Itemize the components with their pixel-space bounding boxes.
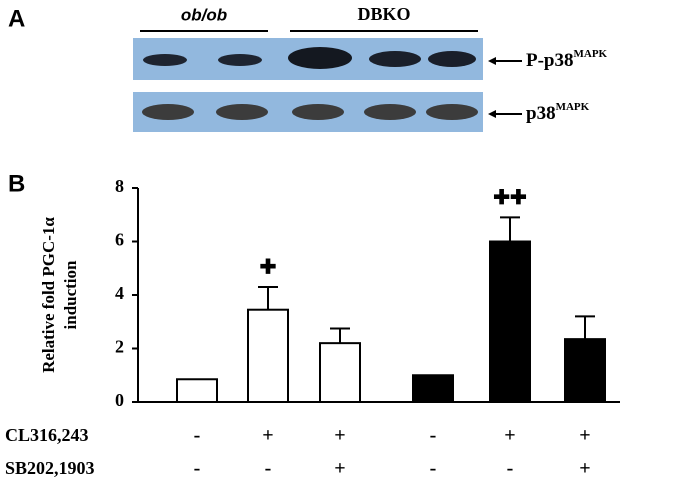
panel-label: B	[8, 170, 25, 197]
band-label: P-p38MAPK	[526, 48, 608, 72]
treatment-sign: +	[334, 458, 345, 480]
band-name: P-p38	[526, 50, 574, 71]
treatment-sign: -	[194, 458, 201, 480]
treatment-sign: +	[579, 425, 590, 447]
y-tick-label: 6	[115, 230, 124, 250]
treatment-sign: -	[430, 458, 437, 480]
band-sup: MAPK	[556, 101, 590, 113]
treatment-sign: -	[194, 425, 201, 447]
treatment-sign: +	[262, 425, 273, 447]
bar	[176, 378, 218, 404]
group-label: ob/ob	[181, 5, 227, 24]
arrow-head	[488, 110, 496, 118]
treatment-sign: +	[504, 425, 515, 447]
y-tick-label: 0	[115, 390, 124, 410]
y-tick-label: 4	[115, 283, 124, 303]
group-label: DBKO	[357, 4, 410, 24]
bar	[412, 374, 454, 403]
y-axis-label: Relative fold PGC-1α	[39, 217, 58, 373]
bar	[489, 240, 531, 403]
band-label: p38MAPK	[526, 101, 590, 125]
treatment-sign: -	[265, 458, 272, 480]
treatment-sign: +	[334, 425, 345, 447]
blot	[133, 38, 483, 132]
y-tick-label: 2	[115, 337, 124, 357]
band-name: p38	[526, 103, 556, 124]
treatment-sign: -	[430, 425, 437, 447]
treatment-sign: -	[507, 458, 514, 480]
arrow-head	[488, 57, 496, 65]
treatment-label: CL316,243	[5, 425, 89, 445]
significance-mark: ✚	[260, 257, 277, 279]
bar	[319, 342, 361, 403]
y-axis-label: induction	[61, 260, 80, 330]
panel-label: A	[8, 5, 25, 32]
bar	[564, 338, 606, 404]
band-sup: MAPK	[574, 48, 608, 60]
bar	[247, 308, 289, 403]
y-tick-label: 8	[115, 176, 124, 196]
treatment-label: SB202,1903	[5, 458, 95, 478]
significance-mark: ✚✚	[493, 187, 527, 209]
treatment-sign: +	[579, 458, 590, 480]
